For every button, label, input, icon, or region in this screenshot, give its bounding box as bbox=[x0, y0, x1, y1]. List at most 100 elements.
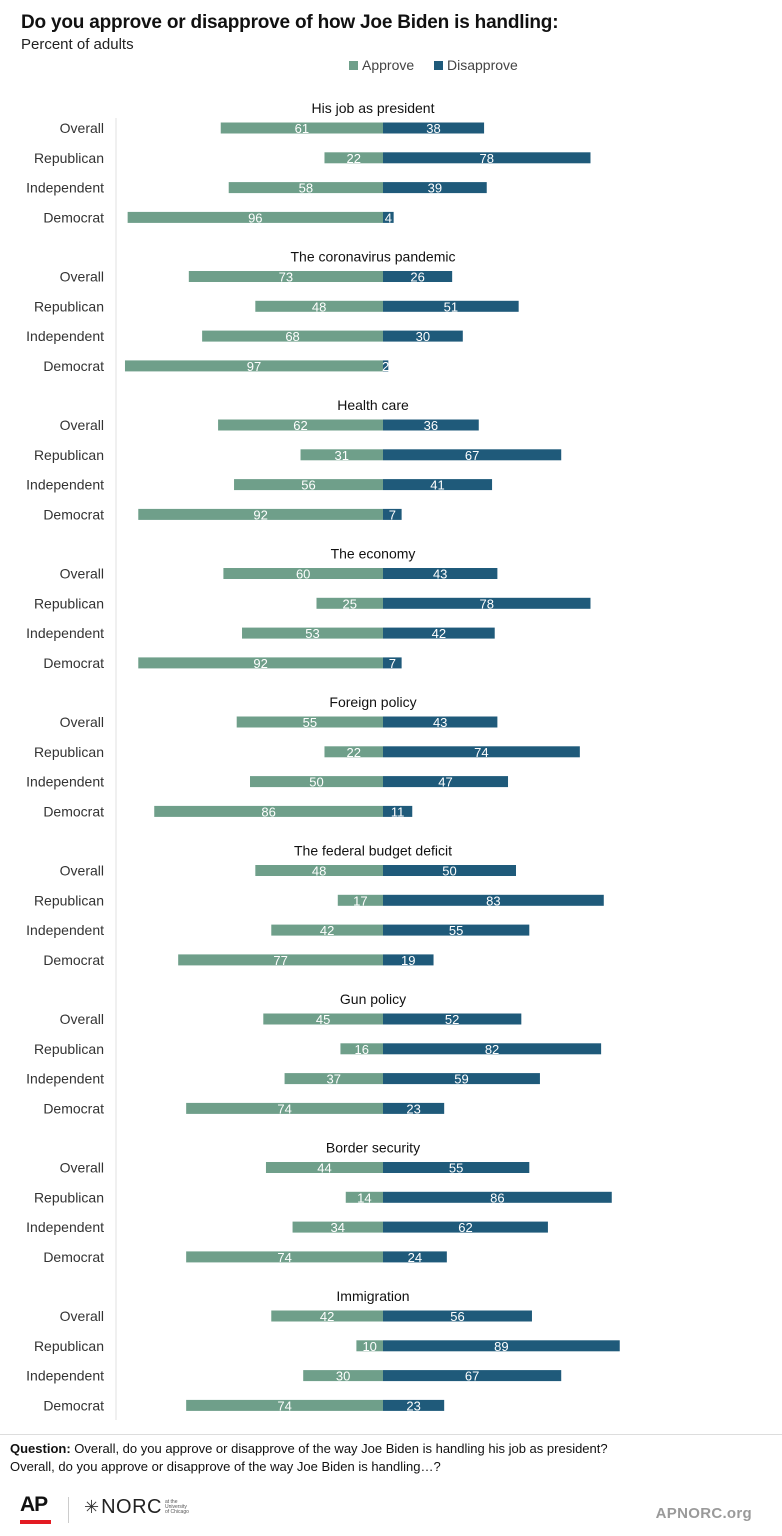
norc-logo-subtext: at the University of Chicago bbox=[164, 1498, 189, 1515]
category-label: Overall bbox=[60, 1011, 104, 1027]
category-label: Republican bbox=[34, 298, 104, 314]
approve-bar bbox=[303, 1370, 383, 1382]
approve-value-label: 42 bbox=[320, 923, 334, 938]
approve-bar bbox=[337, 894, 383, 906]
disapprove-value-label: 55 bbox=[449, 1161, 463, 1176]
approve-value-label: 30 bbox=[336, 1369, 350, 1384]
disapprove-bar bbox=[383, 449, 562, 461]
disapprove-bar bbox=[383, 1013, 522, 1025]
disapprove-bar bbox=[383, 479, 493, 491]
disapprove-value-label: 50 bbox=[442, 864, 456, 879]
group-label: Foreign policy bbox=[329, 694, 416, 710]
approve-bar bbox=[271, 1310, 383, 1322]
approve-value-label: 22 bbox=[347, 151, 361, 166]
approve-bar bbox=[186, 1251, 383, 1263]
approve-bar bbox=[202, 330, 383, 342]
approve-bar bbox=[223, 568, 383, 579]
approve-bar bbox=[345, 1191, 383, 1203]
legend-item-disapprove: Disapprove bbox=[434, 57, 518, 73]
approve-value-label: 37 bbox=[327, 1072, 341, 1087]
category-label: Independent bbox=[26, 1071, 104, 1087]
approve-bar bbox=[186, 1399, 383, 1411]
approve-bar bbox=[220, 122, 383, 134]
disapprove-value-label: 24 bbox=[408, 1250, 422, 1265]
disapprove-value-label: 89 bbox=[494, 1339, 508, 1354]
disapprove-value-label: 55 bbox=[449, 923, 463, 938]
disapprove-bar bbox=[383, 1340, 620, 1352]
question-note: Question: Overall, do you approve or dis… bbox=[10, 1440, 775, 1476]
approve-value-label: 92 bbox=[253, 507, 267, 522]
category-label: Democrat bbox=[43, 655, 104, 671]
group-label: His job as president bbox=[312, 100, 435, 116]
disapprove-bar bbox=[383, 894, 604, 906]
disapprove-bar bbox=[383, 419, 479, 431]
ap-logo: AP bbox=[20, 1493, 52, 1526]
category-label: Democrat bbox=[43, 1249, 104, 1265]
approve-value-label: 34 bbox=[331, 1220, 345, 1235]
category-label: Independent bbox=[26, 328, 104, 344]
ap-logo-bar bbox=[20, 1520, 51, 1524]
category-label: Overall bbox=[60, 417, 104, 433]
disapprove-value-label: 30 bbox=[416, 329, 430, 344]
approve-value-label: 77 bbox=[273, 953, 287, 968]
approve-bar bbox=[178, 954, 383, 966]
footer-divider bbox=[0, 1434, 782, 1435]
disapprove-bar bbox=[383, 122, 485, 134]
disapprove-bar bbox=[383, 152, 591, 164]
disapprove-bar bbox=[383, 508, 402, 520]
disapprove-bar bbox=[383, 1251, 447, 1263]
disapprove-bar bbox=[383, 746, 580, 758]
approve-bar bbox=[124, 360, 383, 372]
category-label: Republican bbox=[34, 1041, 104, 1057]
disapprove-bar bbox=[383, 1370, 562, 1382]
approve-value-label: 48 bbox=[312, 299, 326, 314]
disapprove-bar bbox=[383, 330, 463, 342]
approve-value-label: 48 bbox=[312, 864, 326, 879]
approve-value-label: 55 bbox=[303, 715, 317, 730]
disapprove-bar bbox=[383, 776, 509, 788]
approve-value-label: 31 bbox=[335, 448, 349, 463]
category-label: Independent bbox=[26, 774, 104, 790]
disapprove-value-label: 56 bbox=[450, 1309, 464, 1324]
approve-value-label: 86 bbox=[261, 804, 275, 819]
category-label: Democrat bbox=[43, 506, 104, 522]
approve-value-label: 25 bbox=[343, 596, 357, 611]
category-label: Democrat bbox=[43, 952, 104, 968]
approve-value-label: 96 bbox=[248, 210, 262, 225]
disapprove-value-label: 78 bbox=[480, 151, 494, 166]
disapprove-bar bbox=[383, 805, 413, 817]
approve-bar bbox=[250, 776, 383, 788]
group-label: Immigration bbox=[336, 1288, 409, 1304]
category-label: Republican bbox=[34, 1189, 104, 1205]
category-label: Democrat bbox=[43, 1397, 104, 1413]
group-label: Border security bbox=[326, 1140, 420, 1156]
approve-bar bbox=[292, 1221, 383, 1233]
disapprove-value-label: 38 bbox=[426, 121, 440, 136]
approve-value-label: 44 bbox=[317, 1161, 331, 1176]
approve-bar bbox=[234, 479, 383, 491]
legend-label-approve: Approve bbox=[362, 57, 415, 73]
category-label: Independent bbox=[26, 1219, 104, 1235]
approve-value-label: 73 bbox=[279, 270, 293, 285]
approve-value-label: 22 bbox=[347, 745, 361, 760]
category-label: Overall bbox=[60, 1160, 104, 1176]
disapprove-value-label: 23 bbox=[406, 1101, 420, 1116]
approve-bar bbox=[154, 805, 383, 817]
category-label: Overall bbox=[60, 120, 104, 136]
approve-bar bbox=[356, 1340, 383, 1352]
disapprove-bar bbox=[383, 627, 495, 639]
approve-value-label: 50 bbox=[309, 775, 323, 790]
site-link[interactable]: APNORC.org bbox=[655, 1505, 752, 1522]
disapprove-bar bbox=[383, 954, 434, 966]
chart-subtitle: Percent of adults bbox=[21, 36, 134, 53]
approve-value-label: 58 bbox=[299, 181, 313, 196]
question-label: Question: bbox=[10, 1441, 71, 1456]
question-text: Overall, do you approve or disapprove of… bbox=[70, 1441, 608, 1456]
category-label: Democrat bbox=[43, 358, 104, 374]
category-label: Democrat bbox=[43, 209, 104, 225]
disapprove-value-label: 51 bbox=[444, 299, 458, 314]
approve-value-label: 68 bbox=[285, 329, 299, 344]
group-label: The federal budget deficit bbox=[294, 843, 452, 859]
group-label: The coronavirus pandemic bbox=[291, 249, 456, 265]
disapprove-bar bbox=[383, 568, 498, 579]
